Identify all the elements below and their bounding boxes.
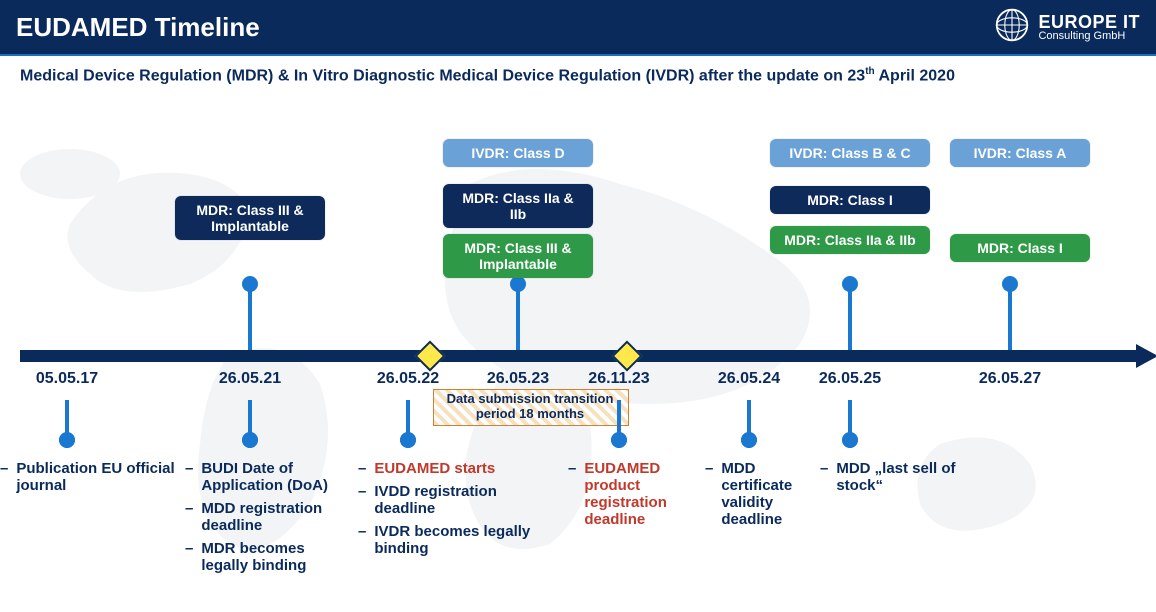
- dash-icon: –: [185, 460, 193, 494]
- date-label: 26.05.27: [965, 370, 1055, 388]
- timeline-axis: [20, 350, 1146, 362]
- dash-icon: –: [705, 460, 713, 528]
- note-column: –MDD certificate validity deadline: [705, 460, 825, 534]
- note-text: MDR becomes legally binding: [201, 540, 355, 574]
- page-title: EUDAMED Timeline: [16, 12, 260, 43]
- note-column: –EUDAMED starts–IVDD registration deadli…: [358, 460, 558, 563]
- event-box: MDR: Class I: [770, 186, 930, 214]
- event-box: MDR: Class III & Implantable: [443, 234, 593, 278]
- dot-icon: [242, 276, 258, 292]
- dash-icon: –: [358, 483, 366, 517]
- note-text: MDD certificate validity deadline: [721, 460, 825, 528]
- dash-icon: –: [185, 540, 193, 574]
- date-label: 26.11.23: [574, 370, 664, 388]
- note-text: MDD registration deadline: [201, 500, 355, 534]
- dash-icon: –: [185, 500, 193, 534]
- event-box: MDR: Class I: [950, 234, 1090, 262]
- note-text: MDD „last sell of stock“: [836, 460, 980, 494]
- dot-icon: [842, 276, 858, 292]
- timeline-chart: 05.05.17 26.05.21 26.05.22 26.05.23 26.11.23…: [0, 104, 1156, 612]
- brand-line2: Consulting GmbH: [1038, 31, 1140, 42]
- note-text: IVDR becomes legally binding: [374, 523, 558, 557]
- note-text: BUDI Date of Application (DoA): [201, 460, 355, 494]
- globe-icon: [994, 7, 1030, 48]
- note-text: IVDD registration deadline: [374, 483, 558, 517]
- dash-icon: –: [0, 460, 8, 494]
- note-text: EUDAMED product registration deadline: [584, 460, 708, 528]
- note-column: –EUDAMED product registration deadline: [568, 460, 708, 534]
- stem: [248, 284, 252, 350]
- date-label: 26.05.22: [363, 370, 453, 388]
- dot-icon: [741, 432, 757, 448]
- dot-icon: [242, 432, 258, 448]
- note-text: Publication EU official journal: [16, 460, 185, 494]
- dash-icon: –: [358, 460, 366, 477]
- date-label: 26.05.23: [473, 370, 563, 388]
- date-label: 05.05.17: [22, 370, 112, 388]
- dot-icon: [59, 432, 75, 448]
- transition-period-label: Data submission transition period 18 mon…: [433, 391, 627, 421]
- date-label: 26.05.21: [205, 370, 295, 388]
- axis-arrowhead-icon: [1136, 344, 1156, 368]
- dash-icon: –: [358, 523, 366, 557]
- header: EUDAMED Timeline EUROPE IT Consulting Gm…: [0, 0, 1156, 54]
- event-box: MDR: Class IIa & IIb: [770, 226, 930, 254]
- stem: [1008, 284, 1012, 350]
- event-box: IVDR: Class A: [950, 139, 1090, 167]
- dot-icon: [1002, 276, 1018, 292]
- date-label: 26.05.25: [805, 370, 895, 388]
- brand-logo: EUROPE IT Consulting GmbH: [994, 7, 1140, 48]
- event-box: IVDR: Class D: [443, 139, 593, 167]
- note-column: –MDD „last sell of stock“: [820, 460, 980, 500]
- event-box: MDR: Class III & Implantable: [175, 196, 325, 240]
- stem: [848, 284, 852, 350]
- brand-line1: EUROPE IT: [1038, 13, 1140, 31]
- dash-icon: –: [568, 460, 576, 528]
- event-box: IVDR: Class B & C: [770, 139, 930, 167]
- note-text: EUDAMED starts: [374, 460, 495, 477]
- dot-icon: [611, 432, 627, 448]
- date-label: 26.05.24: [704, 370, 794, 388]
- dot-icon: [842, 432, 858, 448]
- event-box: MDR: Class IIa & IIb: [443, 184, 593, 228]
- dash-icon: –: [820, 460, 828, 494]
- dot-icon: [400, 432, 416, 448]
- note-column: –BUDI Date of Application (DoA)–MDD regi…: [185, 460, 355, 580]
- stem: [516, 284, 520, 350]
- subtitle: Medical Device Regulation (MDR) & In Vit…: [0, 56, 1156, 85]
- note-column: –Publication EU official journal: [0, 460, 185, 500]
- dot-icon: [510, 276, 526, 292]
